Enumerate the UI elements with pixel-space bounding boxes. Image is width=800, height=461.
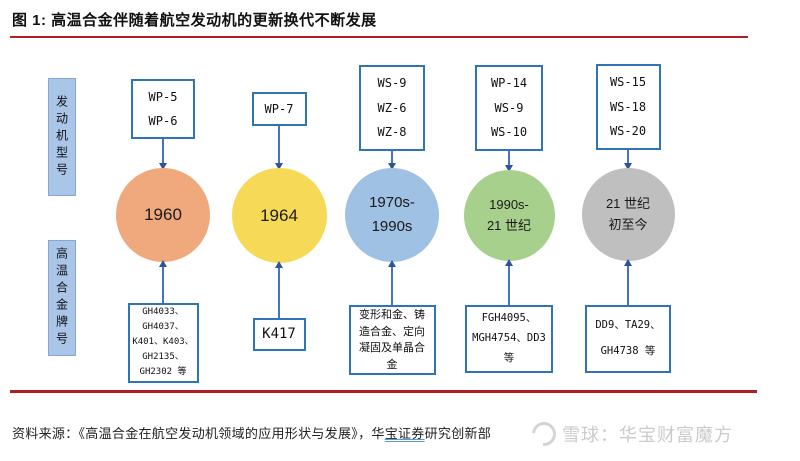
- top-red-rule: [10, 36, 748, 38]
- text-line: 变形和金、铸: [359, 308, 425, 321]
- text-line: GH4033、: [142, 307, 184, 318]
- bottom-red-rule: [10, 390, 757, 393]
- source-text-underlined: 宝证券: [384, 426, 425, 441]
- text-line: MGH4754、DD3: [472, 332, 546, 345]
- text-line: WS-18: [609, 99, 647, 114]
- arrow-up-icon: [275, 261, 284, 318]
- arrow-up-icon: [388, 260, 397, 305]
- text-line: GH2302 等: [139, 367, 187, 378]
- era-circle: 1990s- 21 世纪: [463, 170, 555, 261]
- figure-title: 图 1: 高温合金伴随着航空发动机的更新换代不断发展: [12, 12, 377, 29]
- text-line: WS-10: [490, 125, 528, 140]
- alloy-grades-box: 变形和金、铸 造合金、定向 凝固及单晶合金: [348, 305, 436, 375]
- arrow-up-icon: [505, 259, 514, 305]
- xueqiu-logo-icon: [527, 417, 561, 451]
- text-line: WZ-6: [377, 100, 407, 115]
- text-line: 1960: [144, 205, 182, 225]
- source-note: 资料来源：《高温合金在航空发动机领域的应用形状与发展》，华宝证券研究创新部: [12, 423, 491, 442]
- text-line: WP-6: [148, 113, 178, 128]
- text-line: 金: [386, 357, 398, 371]
- engine-models-box: WP-7: [251, 92, 307, 126]
- source-text-prefix: 资料来源：《高温合金在航空发动机领域的应用形状与发展》，华: [12, 426, 385, 441]
- era-circle: 1964: [231, 168, 327, 263]
- source-text-suffix: 研究创新部: [424, 426, 492, 441]
- arrow-down-icon: [275, 126, 284, 170]
- engine-models-box: WS-9 WZ-6 WZ-8: [359, 65, 425, 151]
- text-line: WS-20: [609, 124, 647, 139]
- text-line: 21 世纪: [605, 195, 651, 211]
- text-line: WZ-8: [377, 125, 407, 140]
- arrow-down-icon: [159, 139, 168, 170]
- era-circle: 1970s- 1990s: [345, 168, 439, 262]
- text-line: WS-15: [609, 75, 647, 90]
- text-line: 1990s: [371, 218, 413, 235]
- text-line: 1964: [260, 205, 298, 225]
- watermark: 雪球：华宝财富魔方: [527, 417, 733, 451]
- text-line: 造合金、定向: [359, 324, 425, 338]
- arrow-down-icon: [505, 151, 514, 172]
- side-label-alloy-grades: 高温合金牌号: [48, 240, 76, 356]
- text-line: WS-9: [494, 100, 524, 115]
- alloy-grades-box: K417: [252, 318, 306, 351]
- arrow-up-icon: [624, 259, 633, 305]
- arrow-down-icon: [624, 150, 633, 170]
- engine-models-box: WS-15 WS-18 WS-20: [595, 64, 661, 150]
- text-line: 凝固及单晶合: [359, 341, 425, 354]
- text-line: FGH4095、: [481, 312, 537, 325]
- text-line: K401、K403、: [132, 337, 194, 348]
- text-line: GH2135、: [142, 352, 184, 363]
- text-line: DD9、TA29、: [595, 318, 661, 331]
- text-line: GH4037、: [142, 322, 184, 333]
- text-line: 1990s-: [489, 196, 529, 212]
- text-line: WS-9: [377, 76, 407, 91]
- text-line: 21 世纪: [486, 217, 532, 233]
- alloy-grades-box: FGH4095、 MGH4754、DD3 等: [465, 305, 553, 373]
- era-circle: 21 世纪初至今: [581, 168, 675, 261]
- engine-models-box: WP-5 WP-6: [131, 79, 195, 139]
- era-circle: 1960: [116, 168, 210, 262]
- side-label-engine-models: 发动机型号: [48, 78, 76, 196]
- watermark-text: 雪球：华宝财富魔方: [562, 425, 733, 445]
- text-line: K417: [262, 326, 296, 342]
- text-line: 1970s-: [369, 194, 415, 211]
- engine-models-box: WP-14 WS-9 WS-10: [475, 65, 543, 151]
- alloy-grades-box: GH4033、 GH4037、 K401、K403、 GH2135、 GH2302 等: [127, 303, 199, 383]
- text-line: WP-7: [264, 101, 294, 116]
- arrow-down-icon: [388, 151, 397, 170]
- alloy-grades-box: DD9、TA29、 GH4738 等: [585, 305, 671, 373]
- text-line: WP-14: [490, 76, 528, 91]
- text-line: GH4738 等: [600, 345, 656, 358]
- text-line: WP-5: [148, 89, 178, 104]
- text-line: 等: [503, 352, 515, 365]
- text-line: 初至今: [608, 216, 648, 232]
- arrow-up-icon: [159, 260, 168, 303]
